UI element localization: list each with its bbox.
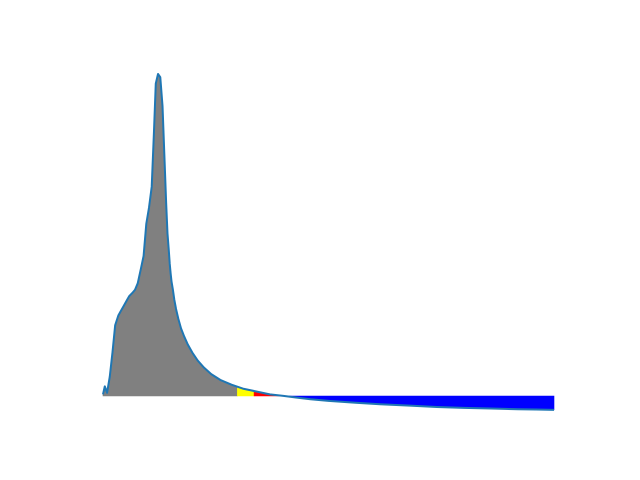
fill-regions bbox=[102, 73, 555, 411]
fill-region-4 bbox=[283, 395, 555, 411]
fill-region-1 bbox=[102, 73, 238, 397]
distribution-curve bbox=[102, 73, 555, 411]
curve-layer bbox=[102, 73, 555, 411]
